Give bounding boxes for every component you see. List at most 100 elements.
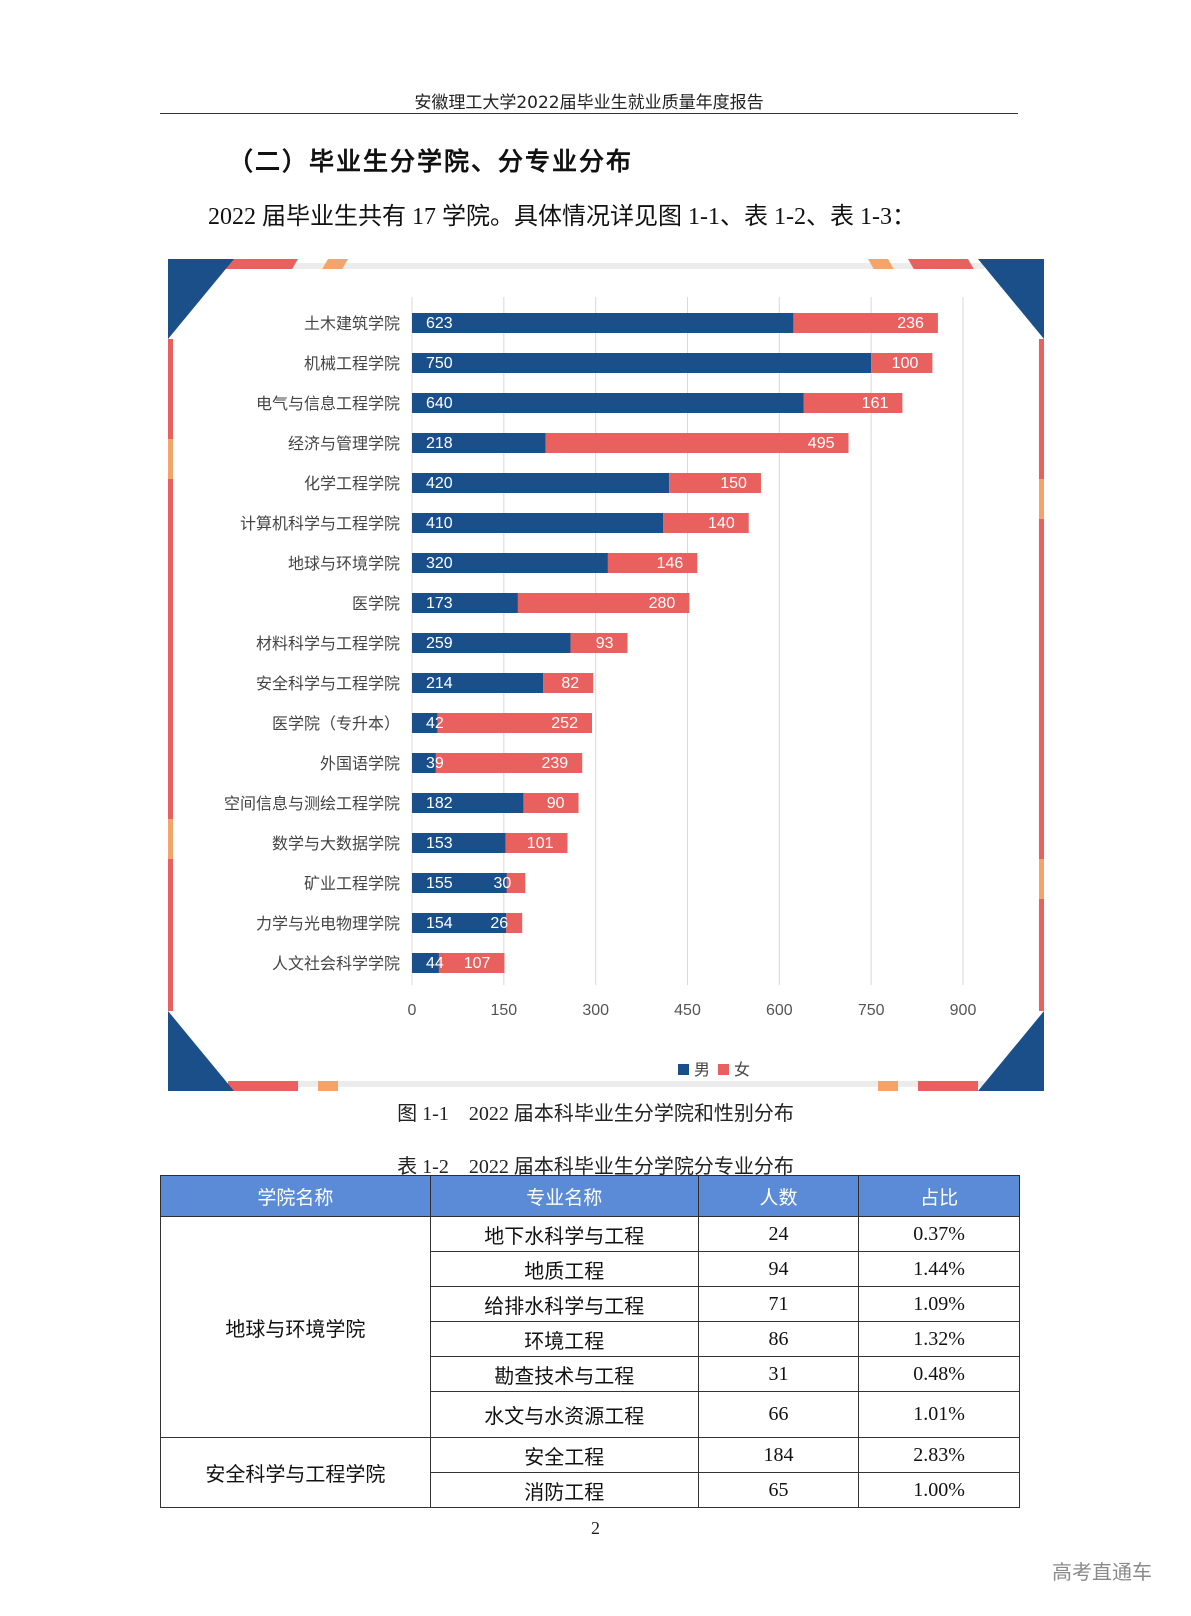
ratio-cell: 1.09% <box>858 1286 1020 1322</box>
count-cell: 184 <box>697 1437 860 1473</box>
category-label: 土木建筑学院 <box>304 315 400 333</box>
data-label-female: 161 <box>862 395 889 412</box>
x-tick-label: 450 <box>674 1002 701 1019</box>
bar-male <box>412 873 507 893</box>
data-label-male: 154 <box>426 915 453 932</box>
category-label: 安全科学与工程学院 <box>256 675 400 693</box>
data-label-female: 239 <box>541 755 568 772</box>
college-cell: 地球与环境学院 <box>160 1216 431 1438</box>
data-label-male: 42 <box>426 715 444 732</box>
x-tick-label: 750 <box>858 1002 885 1019</box>
x-tick-label: 900 <box>950 1002 977 1019</box>
data-label-male: 155 <box>426 875 453 892</box>
bar-male <box>412 833 506 853</box>
bar-female <box>437 713 592 733</box>
ratio-cell: 2.83% <box>858 1437 1020 1473</box>
ratio-cell: 1.01% <box>858 1391 1020 1438</box>
count-cell: 94 <box>697 1251 860 1287</box>
count-cell: 65 <box>697 1472 860 1508</box>
bar-male <box>412 553 608 573</box>
figure-caption: 图 1-1 2022 届本科毕业生分学院和性别分布 <box>397 1103 794 1125</box>
bar-female <box>570 633 628 653</box>
watermark-text: 高考直通车 <box>1052 1560 1152 1584</box>
count-cell: 31 <box>697 1356 860 1392</box>
data-label-female: 107 <box>464 955 491 972</box>
data-label-female: 93 <box>596 635 614 652</box>
count-cell: 66 <box>697 1391 860 1438</box>
major-cell: 勘查技术与工程 <box>429 1356 699 1392</box>
bar-male <box>412 593 518 613</box>
x-tick-label: 0 <box>408 1002 417 1019</box>
count-cell: 71 <box>697 1286 860 1322</box>
x-tick-label: 150 <box>490 1002 517 1019</box>
ratio-cell: 1.44% <box>858 1251 1020 1287</box>
bar-female <box>803 393 903 413</box>
bar-female <box>505 833 568 853</box>
ratio-cell: 0.37% <box>858 1216 1020 1252</box>
bar-male <box>412 393 804 413</box>
data-label-male: 420 <box>426 475 453 492</box>
category-label: 电气与信息工程学院 <box>256 395 400 413</box>
bar-male <box>412 353 872 373</box>
category-label: 数学与大数据学院 <box>272 835 400 853</box>
bar-female <box>545 433 849 453</box>
majors-table: 学院名称 专业名称 人数 占比 地球与环境学院 地下水科学与工程 24 0.37… <box>160 1175 1020 1508</box>
table-header-row: 学院名称 专业名称 人数 占比 <box>160 1175 1020 1217</box>
data-label-female: 146 <box>657 555 684 572</box>
major-cell: 水文与水资源工程 <box>429 1391 699 1438</box>
page-number: 2 <box>591 1518 600 1538</box>
chart-bars <box>412 313 938 973</box>
data-label-male: 39 <box>426 755 444 772</box>
legend-swatch-male <box>678 1064 689 1075</box>
table-row: 消防工程 65 1.00% <box>161 1472 1020 1508</box>
table-row: 地质工程 94 1.44% <box>161 1251 1020 1287</box>
data-label-female: 140 <box>708 515 735 532</box>
gender-by-college-chart: 0 150 300 450 600 750 900 土木建筑学院 623 236 机械工程学院 750… <box>168 259 1044 1091</box>
bar-female <box>793 313 938 333</box>
x-tick-label: 600 <box>766 1002 793 1019</box>
count-cell: 86 <box>697 1321 860 1357</box>
major-cell: 消防工程 <box>429 1472 699 1508</box>
bar-female <box>663 513 749 533</box>
data-label-female: 100 <box>892 355 919 372</box>
data-label-male: 750 <box>426 355 453 372</box>
table-row: 水文与水资源工程 66 1.01% <box>161 1391 1020 1438</box>
data-label-female: 82 <box>561 675 579 692</box>
bar-female <box>607 553 698 573</box>
major-cell: 地质工程 <box>429 1251 699 1287</box>
category-label: 矿业工程学院 <box>304 875 400 893</box>
chart-svg: 0 150 300 450 600 750 900 土木建筑学院 623 236 机械工程学院 750… <box>168 259 1044 1091</box>
category-label: 材料科学与工程学院 <box>256 635 400 653</box>
data-label-male: 410 <box>426 515 453 532</box>
data-label-male: 182 <box>426 795 453 812</box>
bar-female <box>506 913 523 933</box>
data-label-male: 44 <box>426 955 444 972</box>
data-label-female: 280 <box>649 595 676 612</box>
bar-male <box>412 673 544 693</box>
chart-labels: 0 150 300 450 600 750 900 土木建筑学院 623 236 机械工程学院 750… <box>224 315 976 1019</box>
category-label: 地球与环境学院 <box>288 554 400 573</box>
major-cell: 给排水科学与工程 <box>429 1286 699 1322</box>
section-title: （二）毕业生分学院、分专业分布 <box>228 147 634 176</box>
category-label: 化学工程学院 <box>304 475 400 493</box>
data-label-female: 495 <box>808 435 835 452</box>
category-label: 计算机科学与工程学院 <box>240 514 400 533</box>
major-cell: 安全工程 <box>429 1437 699 1473</box>
bar-male <box>412 513 664 533</box>
data-label-male: 320 <box>426 555 453 572</box>
header-ratio: 占比 <box>858 1175 1020 1217</box>
header-major: 专业名称 <box>429 1175 699 1217</box>
bar-female <box>435 753 583 773</box>
bar-male <box>412 913 507 933</box>
data-label-male: 218 <box>426 435 453 452</box>
category-label: 人文社会科学学院 <box>272 955 400 973</box>
bar-female <box>506 873 526 893</box>
data-label-male: 623 <box>426 315 453 332</box>
data-label-male: 173 <box>426 595 453 612</box>
bar-male <box>412 953 439 973</box>
ratio-cell: 0.48% <box>858 1356 1020 1392</box>
category-label: 力学与光电物理学院 <box>256 915 400 933</box>
category-label: 医学院 <box>352 595 400 613</box>
chart-legend: 男女 <box>678 1060 750 1079</box>
bar-male <box>412 433 546 453</box>
